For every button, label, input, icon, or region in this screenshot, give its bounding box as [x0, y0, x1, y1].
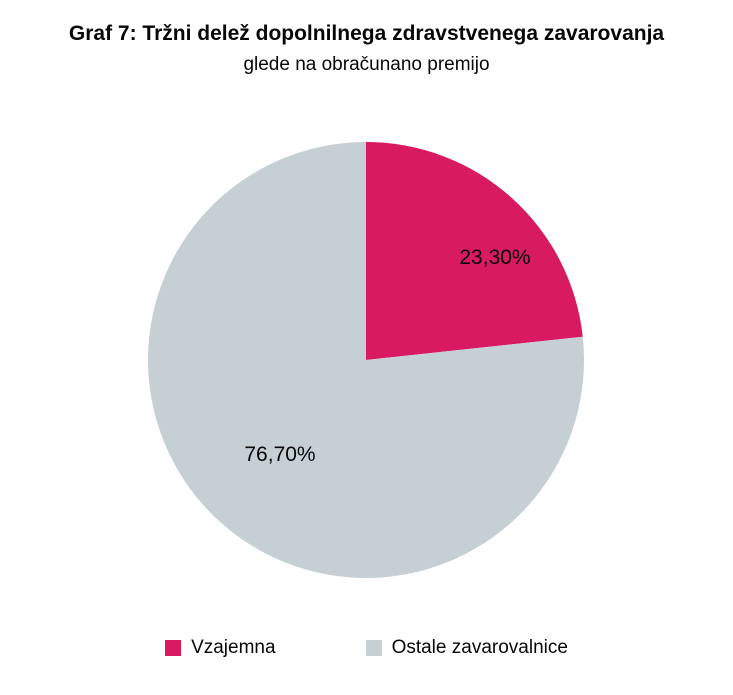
chart-subtitle: glede na obračunano premijo: [0, 54, 733, 76]
chart-title: Graf 7: Tržni delež dopolnilnega zdravst…: [0, 22, 733, 46]
legend-label-ostale: Ostale zavarovalnice: [392, 637, 568, 659]
legend-item-ostale: Ostale zavarovalnice: [366, 637, 568, 659]
pie-chart-container: Graf 7: Tržni delež dopolnilnega zdravst…: [0, 0, 733, 695]
legend-swatch-vzajemna: [165, 640, 181, 656]
slice-label-vzajemna: 23,30%: [459, 246, 530, 270]
legend: Vzajemna Ostale zavarovalnice: [0, 637, 733, 659]
legend-label-vzajemna: Vzajemna: [191, 637, 276, 659]
legend-swatch-ostale: [366, 640, 382, 656]
legend-item-vzajemna: Vzajemna: [165, 637, 276, 659]
pie-chart: [148, 142, 584, 578]
slice-label-ostale: 76,70%: [244, 443, 315, 467]
